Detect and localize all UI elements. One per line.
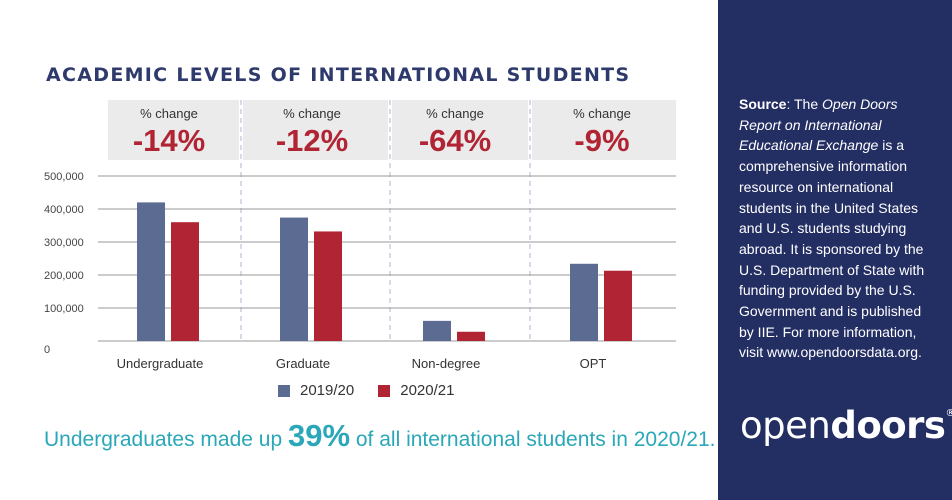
y-tick-label-1: 100,000 <box>44 303 84 315</box>
opendoors-logo: opendoors® <box>740 404 952 447</box>
bar-chart: % change -14% % change -12% % change -64% % ch… <box>44 100 676 371</box>
callout-post: of all international students in 2020/21… <box>350 428 716 451</box>
x-tick-label-2: Non-degree <box>412 356 481 371</box>
callout-value: 39% <box>288 418 351 453</box>
pct-change-label-3: % change <box>573 106 631 121</box>
pct-change-value-3: -9% <box>574 123 629 158</box>
bar-graduate-2019-20 <box>280 217 308 341</box>
bar-graduate-2020-21 <box>314 231 342 341</box>
legend-swatch-2020-21 <box>378 384 391 397</box>
logo-registered-mark: ® <box>945 408 952 419</box>
y-tick-label-0: 0 <box>44 344 50 356</box>
legend: 2019/20 2020/21 <box>278 382 478 399</box>
bars <box>137 202 632 341</box>
pct-change-bands: % change -14% % change -12% % change -64% % ch… <box>108 100 676 160</box>
pct-change-value-1: -12% <box>276 123 348 158</box>
logo-part2: doors <box>830 404 946 447</box>
y-tick-label-5: 500,000 <box>44 171 84 183</box>
bar-opt-2019-20 <box>570 263 598 341</box>
bar-undergraduate-2020-21 <box>171 222 199 341</box>
pct-band-2 <box>392 100 528 160</box>
bar-non-degree-2019-20 <box>423 320 451 341</box>
source-colon: : The <box>786 96 823 112</box>
pct-change-value-0: -14% <box>133 123 205 158</box>
legend-swatch-2019-20 <box>278 384 290 397</box>
pct-change-label-2: % change <box>426 106 484 121</box>
chart-title: ACADEMIC LEVELS OF INTERNATIONAL STUDENT… <box>46 64 631 86</box>
x-tick-label-1: Graduate <box>276 356 330 371</box>
y-tick-label-4: 400,000 <box>44 204 84 216</box>
y-axis: 0 100,000 200,000 300,000 400,000 500,000 <box>44 171 84 356</box>
x-tick-label-3: OPT <box>580 356 607 371</box>
bar-non-degree-2020-21 <box>457 331 485 341</box>
source-body: is a comprehensive information resource … <box>739 137 925 361</box>
logo-part1: open <box>740 404 831 447</box>
callout-text: Undergraduates made up 39% of all intern… <box>44 418 715 454</box>
x-axis: Undergraduate Graduate Non-degree OPT <box>117 356 607 371</box>
legend-item-2019-20: 2019/20 <box>278 382 354 399</box>
y-tick-label-2: 200,000 <box>44 270 84 282</box>
pct-band-3 <box>532 100 676 160</box>
y-tick-label-3: 300,000 <box>44 237 84 249</box>
legend-label-2020-21: 2020/21 <box>400 382 455 399</box>
source-label: Source <box>739 96 787 112</box>
x-tick-label-0: Undergraduate <box>117 356 204 371</box>
legend-item-2020-21: 2020/21 <box>378 382 454 399</box>
bar-undergraduate-2019-20 <box>137 202 165 341</box>
pct-band-0 <box>108 100 239 160</box>
legend-label-2019-20: 2019/20 <box>300 382 355 399</box>
pct-change-label-0: % change <box>140 106 198 121</box>
callout-pre: Undergraduates made up <box>44 428 288 451</box>
category-dividers <box>240 100 531 341</box>
pct-band-1 <box>243 100 388 160</box>
source-title: Open Doors Report on International Educa… <box>739 96 898 154</box>
pct-change-label-1: % change <box>283 106 341 121</box>
bar-opt-2020-21 <box>604 270 632 341</box>
pct-change-value-2: -64% <box>419 123 491 158</box>
sidebar: Source: The Open Doors Report on Interna… <box>718 0 952 500</box>
source-text: Source: The Open Doors Report on Interna… <box>739 94 939 363</box>
